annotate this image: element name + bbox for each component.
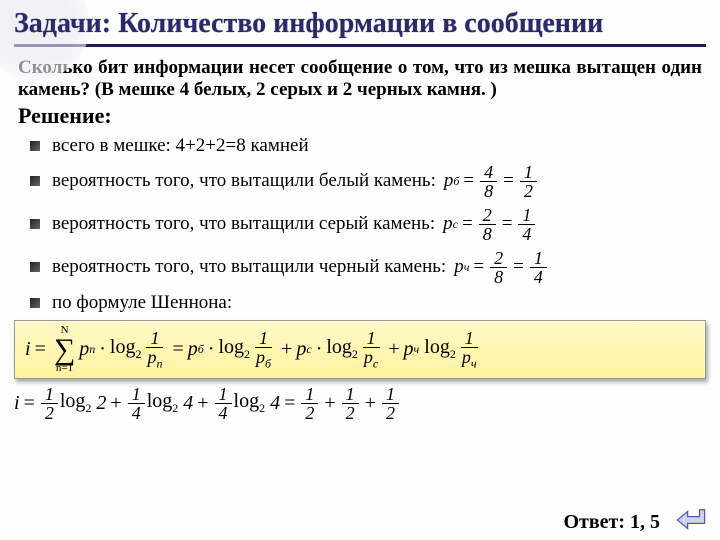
final-calc: i= 12 log2 2 + 14 log2 4 + 14 log2 4 = 1… (14, 385, 706, 422)
bullet-icon (30, 176, 40, 186)
item-white: вероятность того, что вытащили белый кам… (52, 170, 436, 192)
list-item: вероятность того, что вытащили черный ка… (30, 249, 702, 286)
item-total: всего в мешке: 4+2+2=8 камней (52, 135, 309, 157)
list-item: по формуле Шеннона: (30, 292, 702, 314)
bullet-icon (30, 141, 40, 151)
back-arrow-icon[interactable] (674, 506, 708, 534)
prob-black: pч = 28 = 14 (454, 249, 549, 286)
shannon-formula: i= N ∑ n=1 pn ·log2 1pn = pб ·log2 1pб +… (14, 320, 706, 379)
prob-white: pб = 48 = 12 (444, 163, 539, 200)
item-shannon: по формуле Шеннона: (52, 292, 232, 314)
bullet-icon (30, 298, 40, 308)
solution-label: Решение: (18, 103, 702, 129)
list-item: вероятность того, что вытащили белый кам… (30, 163, 702, 200)
problem-text: Сколько бит информации несет сообщение о… (18, 57, 702, 101)
bullet-icon (30, 262, 40, 272)
list-item: всего в мешке: 4+2+2=8 камней (30, 135, 702, 157)
list-item: вероятность того, что вытащили серый кам… (30, 206, 702, 243)
page-title: Задачи: Количество информации в сообщени… (14, 8, 706, 42)
title-underline (14, 44, 706, 47)
answer-text: Ответ: 1, 5 (563, 511, 660, 534)
bullet-icon (30, 219, 40, 229)
prob-grey: pс = 28 = 14 (443, 206, 537, 243)
item-grey: вероятность того, что вытащили серый кам… (52, 213, 435, 235)
item-black: вероятность того, что вытащили черный ка… (52, 256, 446, 278)
